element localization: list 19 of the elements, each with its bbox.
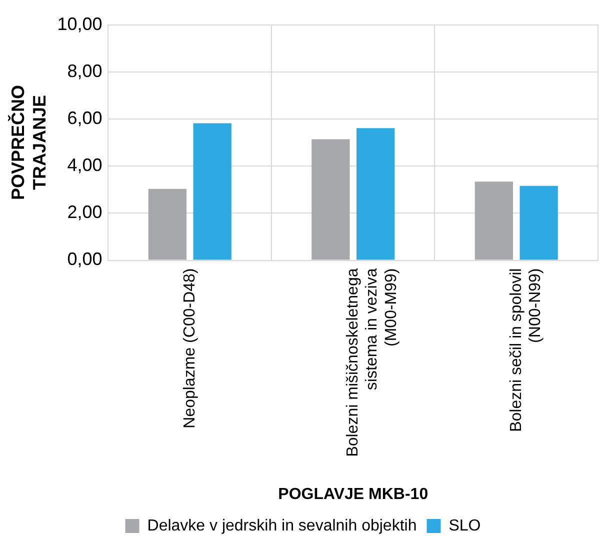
y-tick-label: 0,00 bbox=[67, 249, 102, 270]
bar bbox=[193, 123, 232, 260]
x-tick-label: Bolezni sečil in spolovil (N00-N99) bbox=[508, 268, 544, 432]
bar bbox=[148, 188, 187, 260]
legend-label: SLO bbox=[448, 517, 481, 534]
x-tick-label: Bolezni mišičnoskeletnega sistema in veziva (M00-M99) bbox=[344, 268, 400, 457]
y-tick-label: 6,00 bbox=[67, 108, 102, 128]
bar bbox=[474, 182, 514, 260]
y-axis-title: POVPREČNO TRAJANJE bbox=[6, 85, 50, 200]
y-tick-label: 4,00 bbox=[67, 155, 102, 176]
legend-label: Delavke v jedrskih in sevalnih objektih bbox=[147, 517, 417, 534]
bar bbox=[356, 128, 395, 260]
y-tick-label: 10,00 bbox=[57, 14, 102, 34]
bar bbox=[520, 186, 558, 260]
x-axis-title: POGLAVJE MKB-10 bbox=[278, 486, 428, 503]
bar bbox=[312, 139, 350, 260]
x-tick-label: Neoplazme (C00-D48) bbox=[181, 268, 198, 428]
y-tick-label: 8,00 bbox=[67, 60, 102, 81]
y-tick-label: 2,00 bbox=[67, 202, 102, 222]
